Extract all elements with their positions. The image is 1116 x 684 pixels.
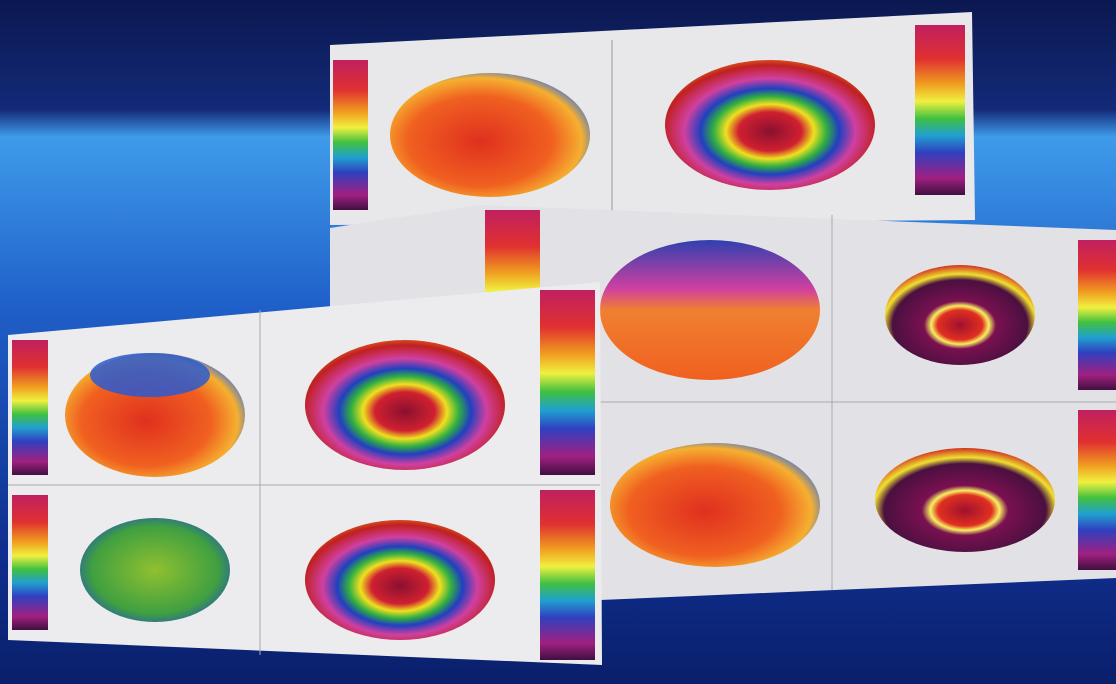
- color-scale: [540, 290, 595, 475]
- topography-map: [80, 518, 230, 622]
- color-scale: [540, 490, 595, 660]
- topography-map: [885, 265, 1035, 365]
- topography-map: [610, 443, 820, 567]
- map-region: [90, 353, 210, 397]
- color-scale: [1078, 410, 1116, 570]
- color-scale: [915, 25, 965, 195]
- color-scale: [12, 340, 48, 475]
- panel-surface: [8, 282, 602, 665]
- topography-map: [665, 60, 875, 190]
- front-panel: [8, 282, 602, 665]
- topography-map: [600, 240, 820, 380]
- back-panel: [330, 12, 975, 225]
- topography-map: [875, 448, 1055, 552]
- topography-map: [305, 520, 495, 640]
- topography-map: [305, 340, 505, 470]
- color-scale: [12, 495, 48, 630]
- color-scale: [1078, 240, 1116, 390]
- color-scale: [333, 60, 368, 210]
- topography-map: [390, 73, 590, 197]
